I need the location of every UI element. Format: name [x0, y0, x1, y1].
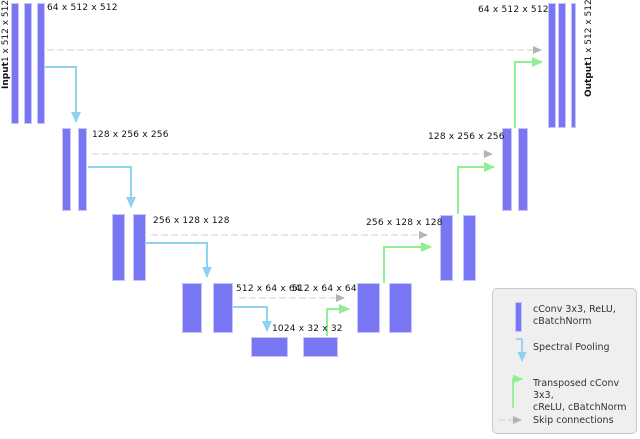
- dec2-dim-label: 128 x 256 x 256: [428, 132, 505, 142]
- enc3-conv-bar-2: [133, 214, 146, 281]
- dec2-conv-bar-1: [502, 128, 512, 211]
- output-layer-bar: [571, 3, 576, 128]
- enc1-conv-bar-2: [24, 3, 32, 124]
- pooling-arrow-enc2-enc3: [88, 166, 136, 208]
- dec1-dim-label: 64 x 512 x 512: [478, 5, 549, 15]
- dec1-conv-bar-1: [548, 3, 556, 128]
- dec4-conv-bar-2: [389, 283, 412, 333]
- dec1-conv-bar-2: [558, 3, 566, 128]
- input-dims-label: 1 x 512 x 512: [1, 0, 11, 63]
- legend-box: cConv 3x3, ReLU, cBatchNorm Spectral Poo…: [492, 288, 637, 434]
- dec4-dim-label: 512 x 64 x 64: [292, 284, 357, 294]
- enc3-dim-label: 256 x 128 x 128: [153, 216, 230, 226]
- transposed-conv-arrow-icon: [512, 374, 523, 408]
- transposed-arrow-dec2-dec1: [514, 57, 543, 128]
- dec3-dim-label: 256 x 128 x 128: [366, 218, 443, 228]
- transposed-arrow-dec3-dec2: [457, 162, 495, 214]
- spectral-pooling-arrow-icon: [516, 338, 527, 362]
- output-name-label: Output: [584, 61, 594, 97]
- input-axis-label: Input 1 x 512 x 512: [1, 0, 11, 89]
- enc3-conv-bar-1: [112, 214, 125, 281]
- dec2-conv-bar-2: [518, 128, 528, 211]
- bottleneck-dim-label: 1024 x 32 x 32: [272, 324, 343, 334]
- pooling-arrow-enc1-enc2: [45, 66, 81, 123]
- bottleneck-conv-bar-2: [303, 337, 338, 357]
- legend-pooling-label: Spectral Pooling: [533, 342, 610, 353]
- enc1-conv-bar-3: [37, 3, 45, 124]
- enc4-dim-label: 512 x 64 x 64: [236, 284, 301, 294]
- output-dims-label: 1 x 512 x 512: [584, 0, 594, 62]
- dec4-conv-bar-1: [357, 283, 380, 333]
- transposed-arrow-dec4-dec3: [383, 242, 432, 283]
- pooling-arrow-enc3-enc4: [146, 242, 212, 278]
- enc1-dim-label: 64 x 512 x 512: [47, 3, 118, 13]
- dec3-conv-bar-1: [440, 215, 453, 281]
- enc2-dim-label: 128 x 256 x 256: [92, 130, 169, 140]
- enc4-conv-bar-1: [182, 283, 202, 333]
- enc2-conv-bar-2: [78, 128, 87, 211]
- enc2-conv-bar-1: [62, 128, 71, 211]
- dec3-conv-bar-2: [463, 215, 476, 281]
- input-name-label: Input: [1, 62, 11, 89]
- skip-connection-arrow-icon: [499, 416, 522, 424]
- conv-layer-swatch: [515, 302, 522, 332]
- bottleneck-conv-bar-1: [251, 337, 288, 357]
- legend-transposed-label: Transposed cConv 3x3, cReLU, cBatchNorm: [533, 378, 627, 413]
- enc1-conv-bar-1: [11, 3, 19, 124]
- legend-conv-label: cConv 3x3, ReLU, cBatchNorm: [533, 304, 616, 327]
- transposed-arrow-bottleneck-dec4: [326, 304, 350, 336]
- enc4-conv-bar-2: [213, 283, 233, 333]
- output-axis-label: Output 1 x 512 x 512: [584, 0, 594, 97]
- pooling-arrow-enc4-bottleneck: [233, 306, 272, 332]
- legend-skip-label: Skip connections: [533, 415, 614, 426]
